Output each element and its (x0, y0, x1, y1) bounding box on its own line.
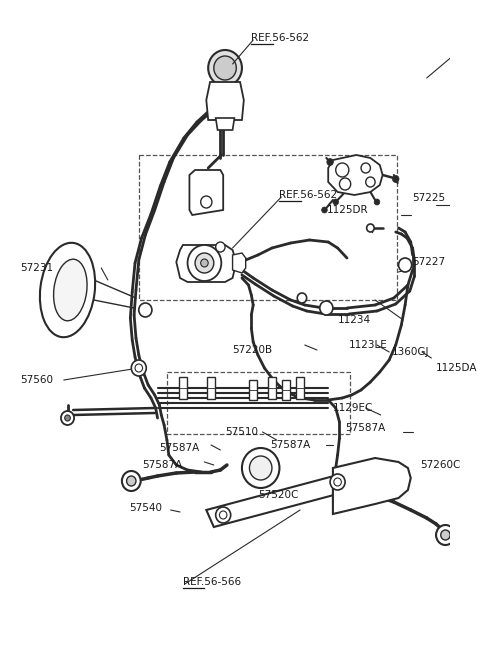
Polygon shape (206, 475, 345, 527)
Text: 57540: 57540 (130, 503, 162, 513)
Polygon shape (176, 245, 236, 282)
Circle shape (250, 456, 272, 480)
Text: 57560: 57560 (21, 375, 54, 385)
Circle shape (216, 242, 225, 252)
Text: 1123LE: 1123LE (349, 340, 387, 350)
Circle shape (327, 159, 334, 166)
Text: REF.56-562: REF.56-562 (252, 33, 310, 43)
Bar (296, 377, 304, 399)
Text: 1125DR: 1125DR (326, 205, 368, 215)
Text: 1360GJ: 1360GJ (392, 347, 430, 357)
Circle shape (219, 511, 227, 519)
Text: 57225: 57225 (413, 193, 446, 203)
Text: 57227: 57227 (413, 257, 446, 267)
Circle shape (195, 253, 214, 273)
Circle shape (132, 360, 146, 376)
Circle shape (334, 478, 341, 486)
Circle shape (374, 199, 380, 205)
Text: 57520C: 57520C (258, 490, 298, 500)
Circle shape (208, 50, 242, 86)
Circle shape (367, 224, 374, 232)
Circle shape (122, 471, 141, 491)
Text: REF.56-566: REF.56-566 (183, 577, 241, 587)
Bar (268, 377, 276, 399)
Circle shape (127, 476, 136, 486)
Polygon shape (206, 82, 244, 120)
Circle shape (216, 507, 231, 523)
Text: 57510: 57510 (225, 427, 258, 437)
Circle shape (330, 474, 345, 490)
Circle shape (214, 56, 236, 80)
Bar (250, 380, 257, 400)
Circle shape (441, 530, 450, 540)
Circle shape (201, 196, 212, 208)
Circle shape (322, 207, 327, 213)
Circle shape (201, 259, 208, 267)
Polygon shape (333, 458, 411, 514)
Text: 57231: 57231 (21, 263, 54, 273)
Text: 57587A: 57587A (270, 440, 311, 450)
Text: 1129EC: 1129EC (333, 403, 373, 413)
Circle shape (320, 301, 333, 315)
Text: 57587A: 57587A (143, 460, 183, 470)
Circle shape (393, 176, 399, 183)
Polygon shape (233, 253, 246, 273)
Circle shape (366, 177, 375, 187)
Bar (179, 377, 187, 399)
Ellipse shape (54, 259, 87, 321)
Bar (139, 155, 396, 300)
Circle shape (61, 411, 74, 425)
Circle shape (339, 178, 351, 190)
Text: 57587A: 57587A (345, 423, 385, 433)
Text: REF.56-562: REF.56-562 (279, 190, 337, 200)
Text: 57587A: 57587A (159, 443, 200, 453)
Circle shape (242, 448, 279, 488)
Circle shape (398, 258, 412, 272)
Text: 57220B: 57220B (233, 345, 273, 355)
Circle shape (361, 163, 371, 173)
Circle shape (188, 245, 221, 281)
Circle shape (135, 364, 143, 372)
Text: 57260C: 57260C (420, 460, 460, 470)
Polygon shape (328, 155, 383, 195)
Circle shape (333, 199, 338, 205)
Polygon shape (190, 170, 223, 215)
Bar (282, 380, 290, 400)
Polygon shape (216, 118, 234, 130)
Text: 1125DA: 1125DA (436, 363, 478, 373)
Circle shape (297, 293, 307, 303)
Circle shape (139, 303, 152, 317)
Ellipse shape (40, 243, 95, 337)
Circle shape (65, 415, 71, 421)
Circle shape (436, 525, 455, 545)
Bar (207, 377, 215, 399)
Circle shape (336, 163, 349, 177)
Text: 11234: 11234 (337, 315, 371, 325)
Bar (167, 372, 350, 434)
